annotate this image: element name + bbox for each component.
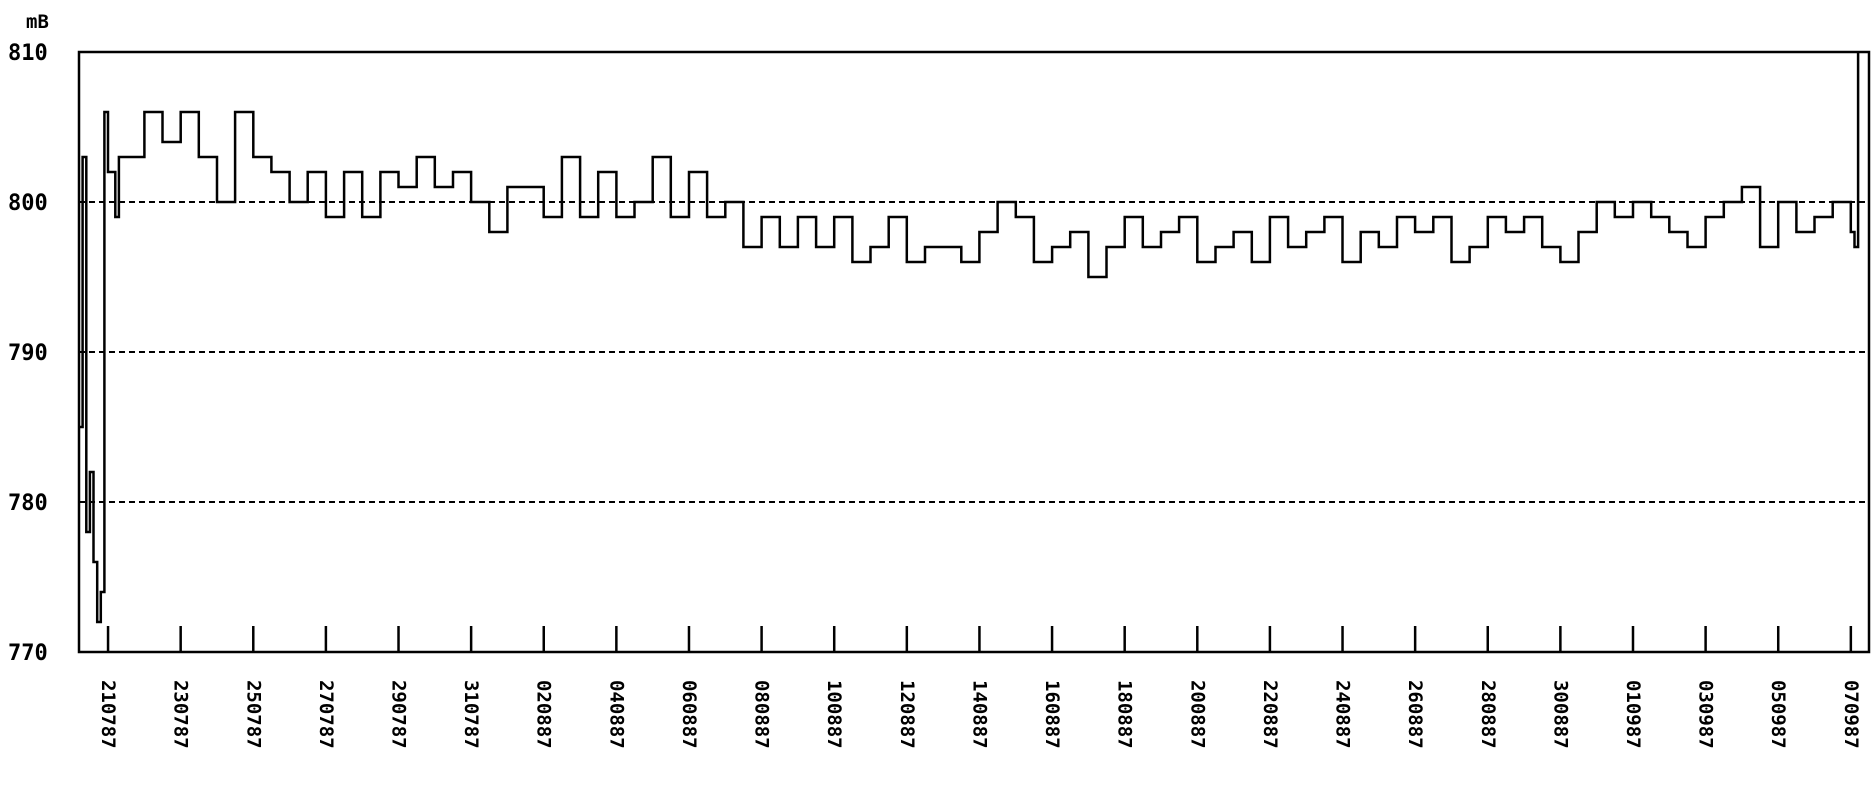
y-tick-label: 790: [8, 341, 48, 366]
x-tick-label: 300887: [1549, 680, 1571, 749]
y-unit-label: mB: [26, 11, 49, 33]
x-tick-label: 180887: [1114, 680, 1136, 749]
x-tick-label: 310787: [460, 680, 482, 749]
x-tick-label: 230787: [170, 680, 192, 749]
y-tick-label: 810: [8, 41, 48, 66]
plot-frame: [77, 50, 1871, 654]
x-tick-label: 050987: [1767, 680, 1789, 749]
x-tick-label: 080887: [751, 680, 773, 749]
x-tick-label: 030987: [1695, 680, 1717, 749]
y-tick-label: 770: [8, 641, 48, 666]
y-tick-label: 800: [8, 191, 48, 216]
x-tick-label: 060887: [678, 680, 700, 749]
x-tick-label: 290787: [388, 680, 410, 749]
y-axis-ticks: 810 800 790 780 770: [8, 41, 48, 666]
x-tick-label: 210787: [97, 680, 119, 749]
x-tick-label: 070987: [1840, 680, 1862, 749]
x-tick-label: 010987: [1622, 680, 1644, 749]
x-axis-ticks: 210787 230787 250787 270787 290787 310787 0208…: [97, 626, 1862, 749]
y-tick-label: 780: [8, 491, 48, 516]
x-tick-label: 040887: [605, 680, 627, 749]
x-tick-label: 260887: [1404, 680, 1426, 749]
x-tick-label: 240887: [1332, 680, 1354, 749]
x-tick-label: 280887: [1477, 680, 1499, 749]
x-tick-label: 250787: [242, 680, 264, 749]
gridlines: [79, 201, 1869, 503]
x-tick-label: 220887: [1259, 680, 1281, 749]
x-tick-label: 140887: [968, 680, 990, 749]
x-tick-label: 160887: [1041, 680, 1063, 749]
x-tick-label: 020887: [533, 680, 555, 749]
x-tick-label: 200887: [1186, 680, 1208, 749]
series-line: [79, 52, 1860, 624]
x-tick-label: 100887: [823, 680, 845, 749]
x-tick-label: 270787: [315, 680, 337, 749]
x-tick-label: 120887: [896, 680, 918, 749]
